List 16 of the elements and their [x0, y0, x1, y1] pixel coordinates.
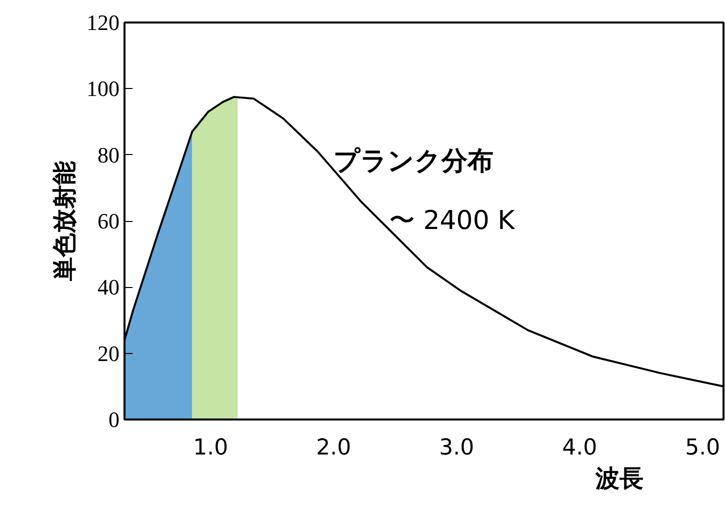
y-tick-label: 60 [98, 208, 120, 234]
annotation: 〜 2400 K [388, 206, 516, 236]
x-tick-label: 4.0 [562, 436, 598, 460]
y-axis-title: 単色放射能 [50, 161, 78, 282]
y-tick-label: 80 [98, 142, 120, 168]
y-tick-label: 40 [98, 274, 120, 300]
x-tick-label: 5.0 [685, 436, 720, 460]
x-tick-label: 1.0 [193, 436, 228, 460]
y-tick-label: 100 [86, 76, 120, 102]
y-tick-label: 20 [98, 340, 120, 366]
y-tick-label: 120 [86, 10, 120, 35]
x-axis-title: 波長 [594, 464, 644, 492]
annotation: プランク分布 [334, 146, 494, 176]
x-tick-label: 3.0 [439, 436, 474, 460]
x-tick-label: 2.0 [316, 436, 352, 460]
y-tick-label: 0 [108, 407, 120, 432]
